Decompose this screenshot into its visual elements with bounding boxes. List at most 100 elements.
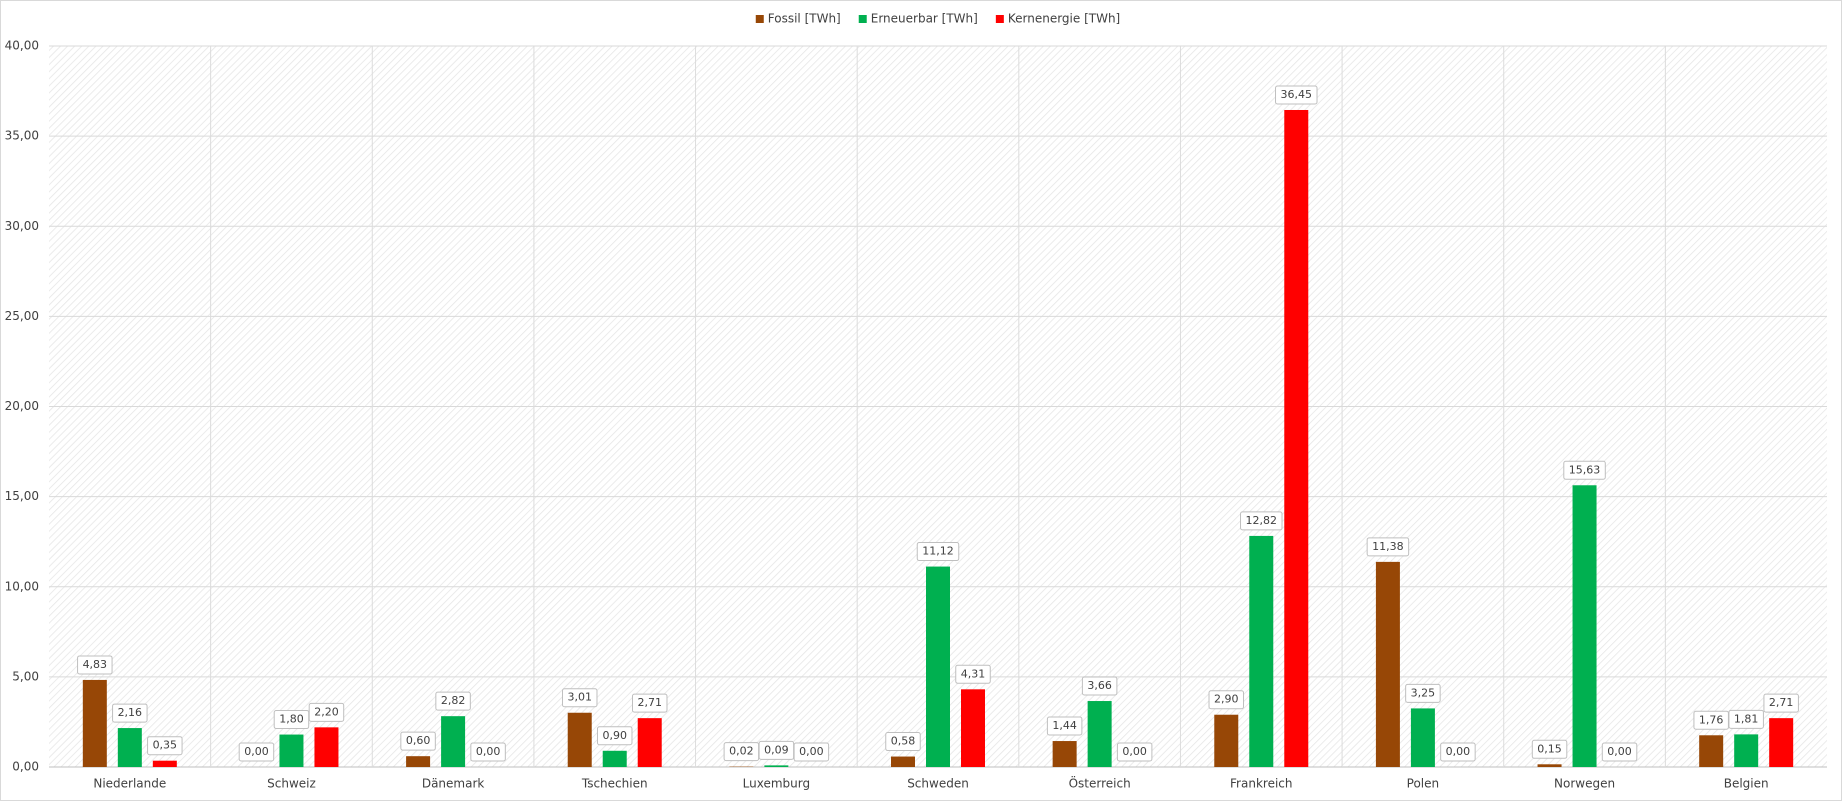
value-label: 15,63	[1569, 463, 1601, 476]
value-label: 2,82	[441, 694, 466, 707]
bar	[891, 756, 915, 767]
x-tick-label: Belgien	[1724, 777, 1769, 791]
y-tick-label: 35,00	[5, 129, 39, 143]
value-label: 1,81	[1734, 712, 1759, 725]
y-tick-label: 40,00	[5, 39, 39, 53]
bar	[1284, 109, 1309, 767]
value-label: 2,16	[118, 706, 143, 719]
legend-label: Erneuerbar [TWh]	[871, 12, 978, 26]
legend-swatch	[995, 15, 1004, 23]
value-label: 0,00	[799, 745, 824, 758]
value-label-box	[793, 742, 830, 762]
value-label-box	[470, 742, 506, 762]
value-label: 0,00	[1446, 745, 1471, 758]
y-tick-label: 20,00	[5, 399, 39, 413]
value-label: 12,82	[1246, 514, 1278, 527]
x-tick-label: Niederlande	[93, 777, 166, 791]
value-label-box	[1208, 690, 1245, 710]
value-label: 0,09	[764, 743, 789, 756]
value-label: 3,66	[1087, 679, 1112, 692]
value-label-box	[561, 688, 598, 708]
value-label: 0,90	[602, 729, 627, 742]
bar	[1410, 708, 1435, 767]
bar	[1572, 485, 1597, 767]
x-tick-label: Luxemburg	[743, 777, 810, 791]
value-label: 0,60	[406, 734, 431, 747]
value-label-box	[1366, 537, 1410, 557]
legend: Fossil [TWh] Erneuerbar [TWh] Kernenergie …	[755, 12, 1120, 26]
bar	[637, 718, 662, 767]
value-label-box	[955, 664, 991, 684]
value-label-box	[1440, 742, 1476, 762]
legend-swatch	[755, 15, 764, 23]
value-label-box	[916, 542, 960, 562]
value-label-box	[1601, 742, 1638, 762]
value-label: 4,83	[83, 658, 108, 671]
value-label-box	[238, 742, 275, 762]
value-label-box	[1116, 742, 1153, 762]
value-label: 1,76	[1699, 713, 1724, 726]
value-label-box	[1046, 716, 1083, 736]
bar	[1537, 764, 1562, 767]
bar	[1087, 701, 1112, 767]
y-tick-label: 5,00	[12, 669, 39, 683]
value-label-box	[273, 710, 310, 730]
value-label-box	[1531, 739, 1568, 759]
y-tick-label: 0,00	[12, 760, 39, 774]
x-tick-label: Schweiz	[267, 777, 316, 791]
value-label-box	[1081, 676, 1118, 696]
value-label: 0,00	[476, 745, 501, 758]
bar	[152, 760, 177, 767]
value-label: 2,90	[1214, 693, 1239, 706]
value-label-box	[885, 732, 921, 752]
bar	[1734, 734, 1759, 767]
bar	[1052, 741, 1077, 767]
value-label-box	[435, 691, 471, 711]
value-label: 2,71	[637, 696, 662, 709]
x-tick-label: Dänemark	[422, 777, 485, 791]
bar	[602, 750, 627, 767]
value-label: 2,71	[1769, 696, 1794, 709]
value-label: 0,00	[244, 745, 269, 758]
bar	[764, 765, 789, 767]
bar	[1699, 735, 1724, 767]
bar	[314, 727, 339, 767]
value-label: 0,58	[891, 735, 916, 748]
value-label-box	[1240, 511, 1283, 531]
x-tick-label: Polen	[1407, 777, 1439, 791]
value-label-box	[308, 702, 345, 722]
value-label-box	[1275, 85, 1318, 105]
legend-label: Kernenergie [TWh]	[1008, 12, 1120, 26]
y-tick-label: 10,00	[5, 579, 39, 593]
value-label-box	[112, 703, 148, 723]
x-tick-label: Schweden	[907, 777, 969, 791]
bar	[406, 756, 431, 767]
y-tick-label: 30,00	[5, 219, 39, 233]
bar	[1249, 535, 1274, 767]
value-label-box	[631, 693, 668, 713]
bar	[1214, 714, 1239, 767]
x-tick-label: Norwegen	[1554, 777, 1615, 791]
value-label: 36,45	[1281, 88, 1313, 101]
value-label: 0,35	[153, 739, 178, 752]
bar	[117, 728, 142, 767]
x-tick-label: Tschechien	[581, 777, 648, 791]
value-label: 0,00	[1607, 745, 1632, 758]
value-label: 0,02	[729, 745, 754, 758]
value-label-box	[1563, 460, 1606, 480]
bar	[567, 712, 592, 767]
bar	[926, 566, 950, 767]
value-label-box	[1405, 683, 1441, 703]
value-label: 1,44	[1052, 719, 1077, 732]
value-label-box	[1763, 693, 1799, 713]
value-label-box	[77, 655, 113, 675]
value-label: 0,15	[1537, 742, 1562, 755]
value-label: 11,12	[922, 545, 954, 558]
x-tick-label: Österreich	[1069, 775, 1131, 791]
bar	[279, 734, 304, 767]
bar	[1375, 561, 1400, 767]
y-tick-label: 25,00	[5, 309, 39, 323]
value-label: 0,00	[1122, 745, 1147, 758]
